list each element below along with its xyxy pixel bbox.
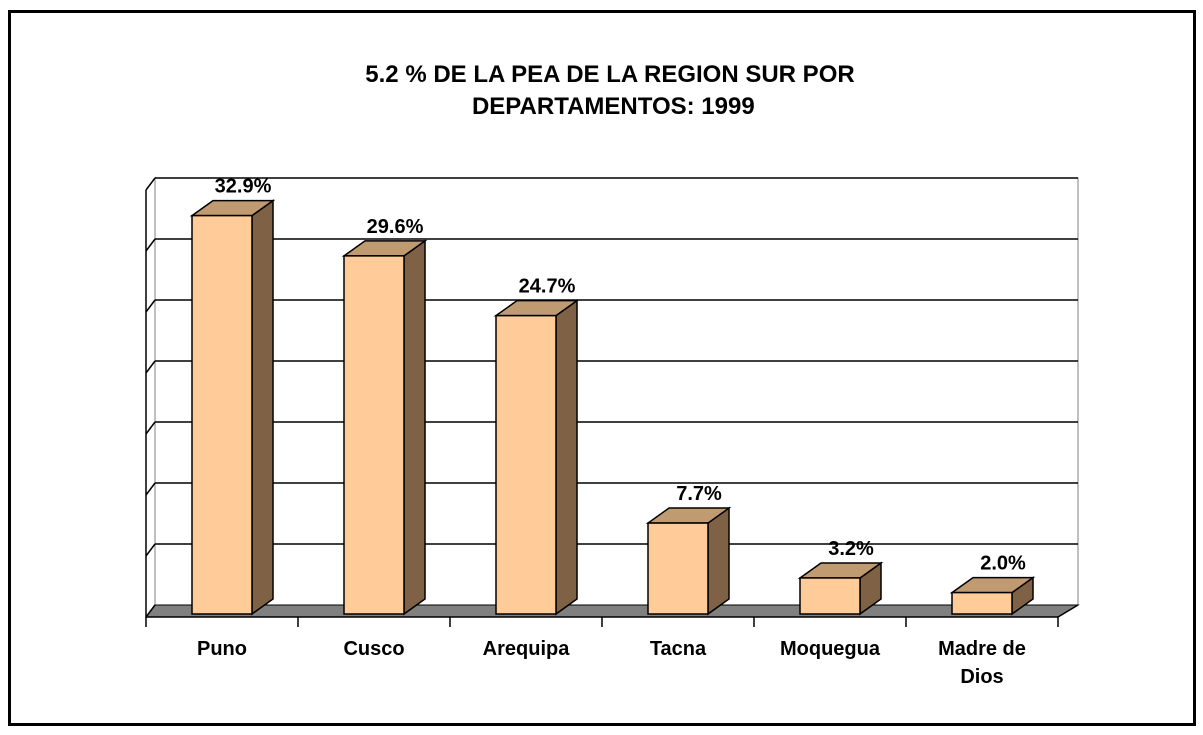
bar <box>493 299 580 616</box>
x-tick-label: Tacna <box>649 638 707 660</box>
y-tick-mark <box>145 421 156 435</box>
bar-side <box>707 506 730 616</box>
value-label: 29.6% <box>367 216 424 238</box>
x-tick-label: Moquegua <box>780 638 880 660</box>
bar-front <box>951 591 1013 615</box>
bar-front <box>647 522 709 615</box>
y-tick-mark <box>145 299 156 313</box>
bar <box>797 561 884 616</box>
value-label: 32.9% <box>215 176 272 198</box>
bar-side <box>251 199 274 616</box>
x-tick-label: Arequipa <box>482 638 570 660</box>
bar <box>949 576 1036 616</box>
x-axis-depth <box>1057 604 1079 618</box>
y-tick-mark <box>145 177 156 191</box>
bar-front <box>343 255 405 615</box>
bar <box>341 239 428 616</box>
chart-title: 5.2 % DE LA PEA DE LA REGION SUR POR DEP… <box>365 61 854 120</box>
value-label: 24.7% <box>519 276 576 298</box>
y-tick-mark <box>145 604 156 618</box>
y-tick-mark <box>145 360 156 374</box>
value-label: 2.0% <box>980 553 1026 575</box>
bar-side <box>555 299 578 616</box>
bar-front <box>799 577 861 615</box>
bar-front <box>191 214 253 615</box>
back-wall <box>154 177 1079 606</box>
x-tick-label: Madre de Dios <box>938 638 1026 688</box>
x-tick-label: Puno <box>197 638 247 660</box>
value-label: 7.7% <box>676 483 722 505</box>
y-tick-mark <box>145 543 156 557</box>
y-tick-mark <box>145 482 156 496</box>
y-tick-mark <box>145 238 156 252</box>
value-label: 3.2% <box>828 538 874 560</box>
bar-side <box>403 239 426 616</box>
bar <box>189 199 276 616</box>
bar <box>645 506 732 616</box>
x-tick-label: Cusco <box>343 638 405 660</box>
floor <box>145 604 1080 618</box>
chart-frame <box>8 10 1196 726</box>
bar-front <box>495 314 557 615</box>
